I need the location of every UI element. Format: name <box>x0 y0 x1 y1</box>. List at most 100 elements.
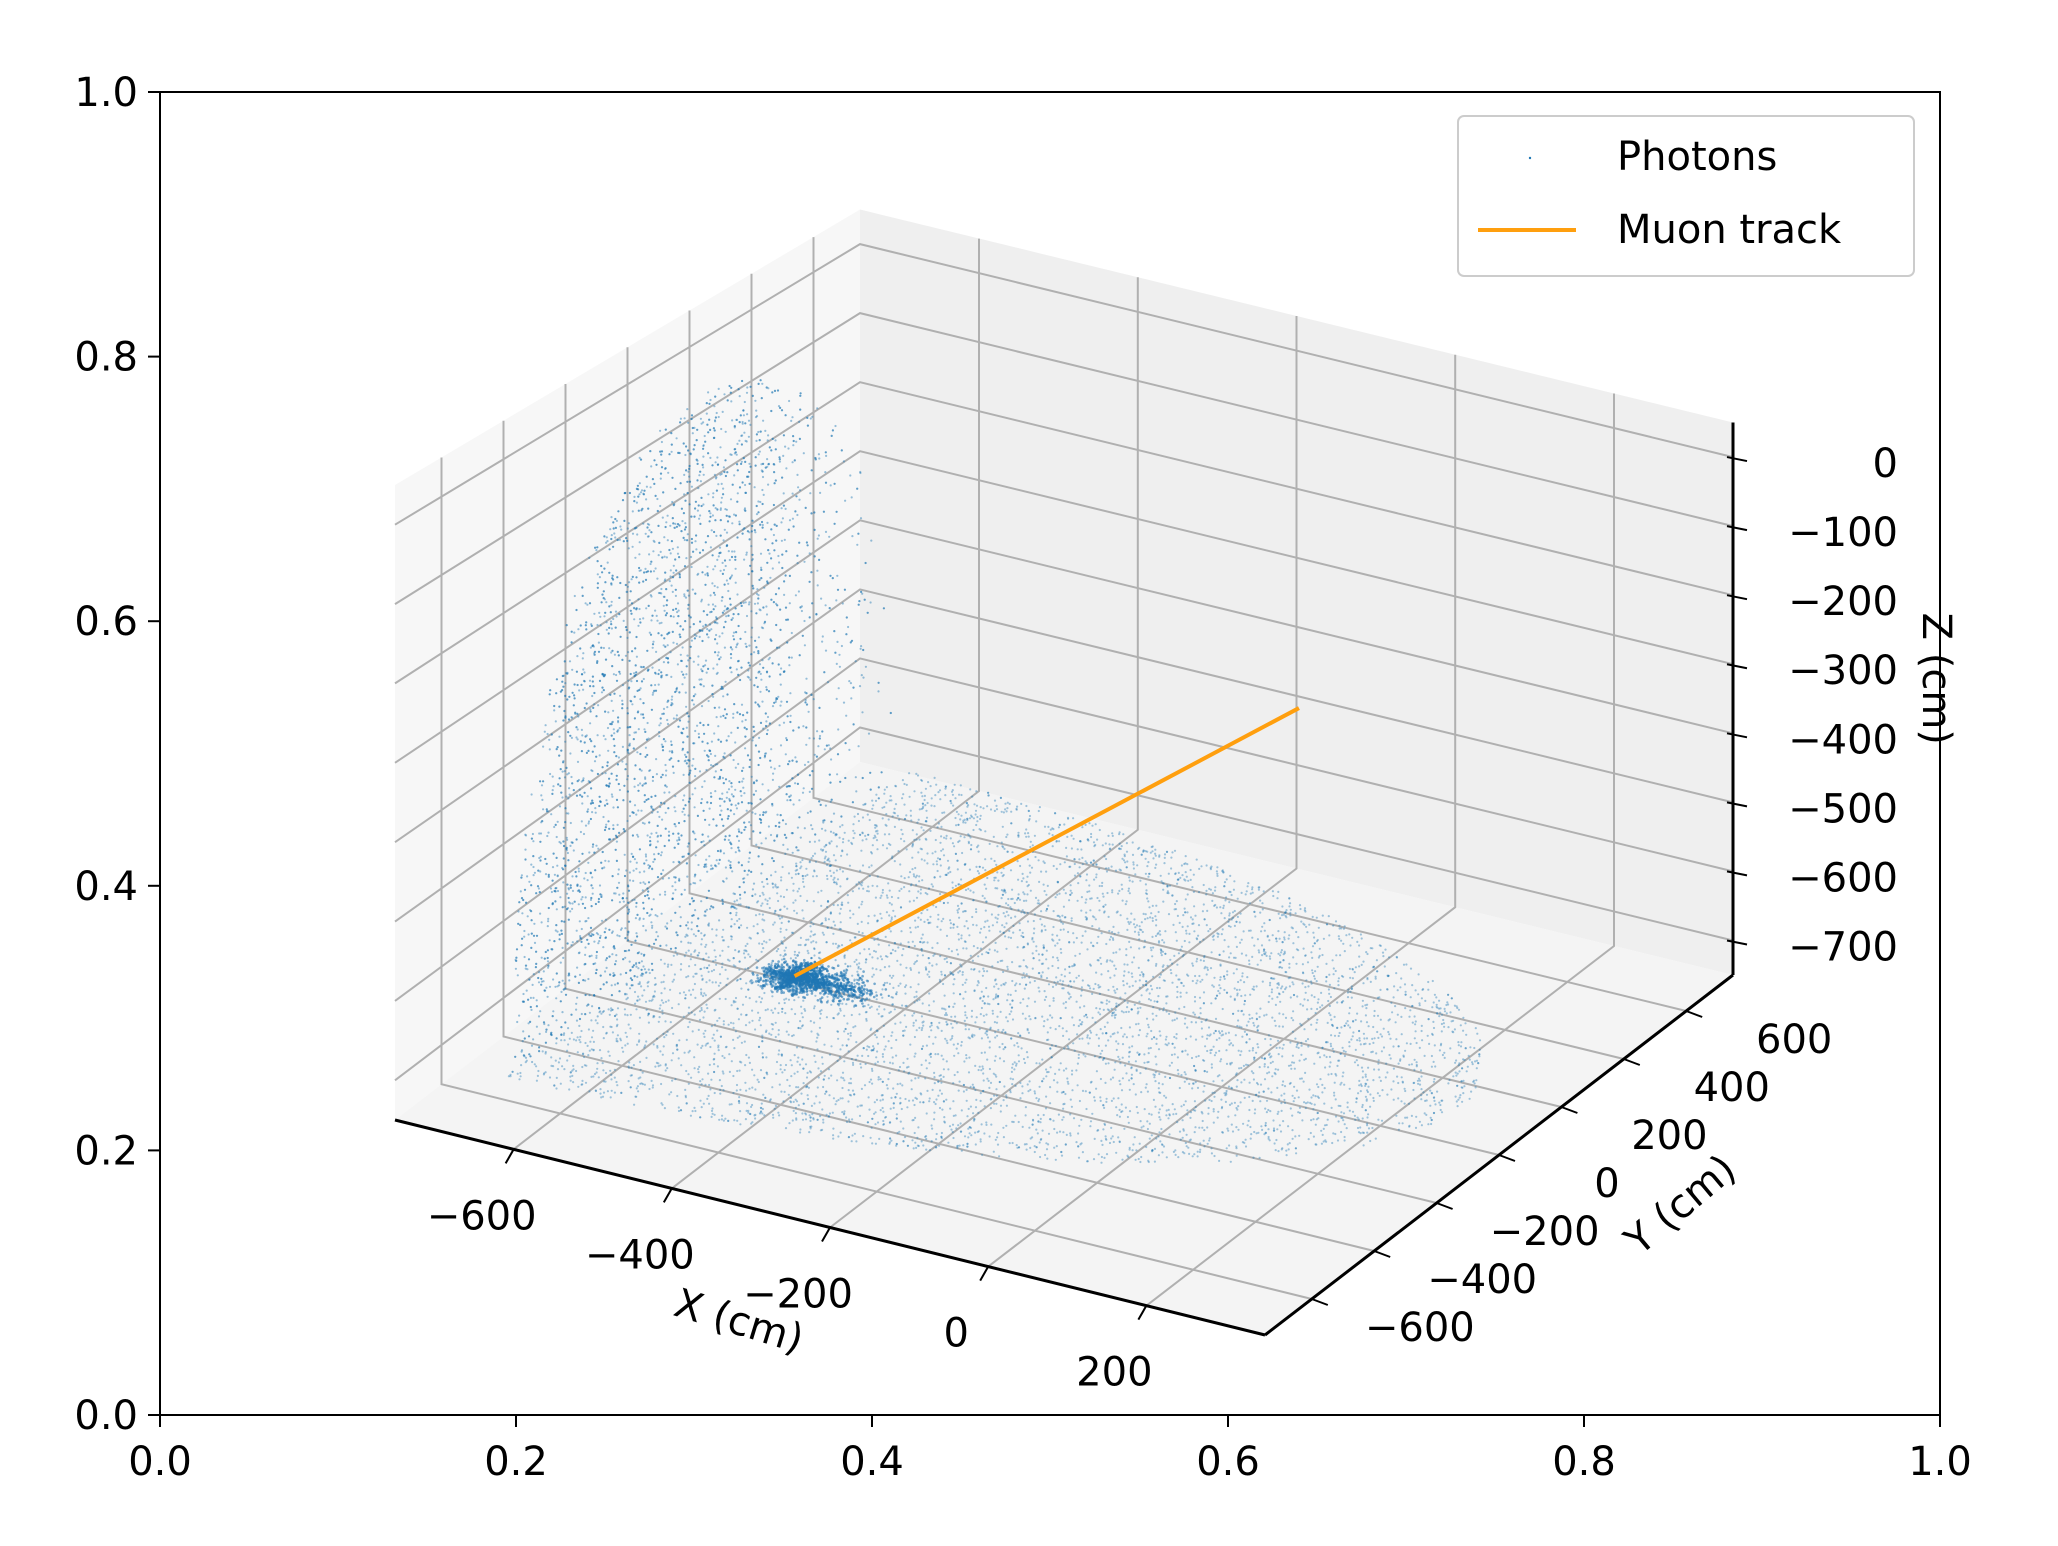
photon-point <box>755 646 757 648</box>
photon-point <box>698 518 700 520</box>
photon-point <box>766 671 768 673</box>
photon-point <box>870 789 872 791</box>
photon-point <box>715 770 717 772</box>
photon-point <box>588 557 590 559</box>
photon-point <box>857 813 859 815</box>
photon-point <box>627 726 629 728</box>
photon-point <box>737 802 739 804</box>
photon-point <box>709 399 711 401</box>
photon-point <box>855 776 857 778</box>
photon-point <box>661 634 663 636</box>
photon-point <box>653 459 655 461</box>
photon-point <box>783 434 785 436</box>
photon-point <box>687 759 689 761</box>
photon-point <box>1092 864 1094 866</box>
photon-point <box>646 887 648 889</box>
photon-point <box>734 741 736 743</box>
photon-point <box>700 418 702 420</box>
photon-point <box>735 607 737 609</box>
photon-point <box>679 925 681 927</box>
photon-point <box>534 942 536 944</box>
photon-point <box>670 920 672 922</box>
photon-point <box>721 600 723 602</box>
photon-point <box>753 651 755 653</box>
photon-point <box>747 754 749 756</box>
photon-point <box>817 584 819 586</box>
photon-point <box>638 567 640 569</box>
photon-point <box>761 701 763 703</box>
photon-point <box>708 510 710 512</box>
photon-point <box>639 848 641 850</box>
photon-point <box>648 821 650 823</box>
photon-point <box>730 646 732 648</box>
photon-point <box>701 571 703 573</box>
photon-point <box>1206 1126 1208 1128</box>
photon-point <box>711 464 713 466</box>
photon-point <box>600 896 602 898</box>
photon-point <box>645 799 647 801</box>
photon-point <box>660 722 662 724</box>
photon-point <box>653 853 655 855</box>
photon-point <box>696 479 698 481</box>
photon-point <box>723 466 725 468</box>
photon-point <box>682 856 684 858</box>
photon-point <box>668 839 670 841</box>
photon-point <box>829 747 831 749</box>
photon-point <box>653 690 655 692</box>
photon-point <box>566 624 568 626</box>
photon-point <box>613 974 615 976</box>
photon-point <box>758 636 760 638</box>
photon-point <box>627 912 629 914</box>
photon-point <box>748 821 750 823</box>
photon-point <box>723 852 725 854</box>
photon-point <box>610 623 612 625</box>
photon-point <box>665 944 667 946</box>
photon-point <box>743 829 745 831</box>
photon-point <box>674 523 676 525</box>
photon-point <box>725 431 727 433</box>
photon-point <box>673 572 675 574</box>
photon-point <box>699 523 701 525</box>
photon-point <box>810 417 812 419</box>
photon-point <box>730 657 732 659</box>
photon-point <box>638 553 640 555</box>
photon-point <box>724 459 726 461</box>
photon-point <box>1037 899 1039 901</box>
photon-point <box>815 1040 817 1042</box>
photon-point <box>835 1103 837 1105</box>
photon-point <box>785 550 787 552</box>
photon-point <box>691 418 693 420</box>
photon-point <box>626 778 628 780</box>
photon-point <box>664 572 666 574</box>
photon-point <box>699 879 701 881</box>
photon-point <box>602 766 604 768</box>
photon-point <box>1212 1092 1214 1094</box>
photon-point <box>638 689 640 691</box>
photon-point <box>716 642 718 644</box>
photon-point <box>731 648 733 650</box>
photon-point <box>666 604 668 606</box>
photon-point <box>687 921 689 923</box>
photon-point <box>705 1004 707 1006</box>
photon-point <box>788 664 790 666</box>
photon-point <box>683 493 685 495</box>
photon-point <box>561 933 563 935</box>
photon-point <box>750 466 752 468</box>
photon-point <box>824 748 826 750</box>
photon-point <box>531 1061 533 1063</box>
photon-point <box>569 752 571 754</box>
photon-point <box>533 923 535 925</box>
photon-point <box>805 692 807 694</box>
photon-point <box>702 549 704 551</box>
photon-point <box>978 851 980 853</box>
photon-point <box>746 413 748 415</box>
photon-point <box>764 753 766 755</box>
photon-point <box>576 795 578 797</box>
photon-point <box>624 950 626 952</box>
photon-point <box>763 587 765 589</box>
photon-point <box>795 846 797 848</box>
photon-point <box>789 575 791 577</box>
photon-point <box>1359 1040 1361 1042</box>
photon-point <box>1156 1038 1158 1040</box>
photon-point <box>606 981 608 983</box>
